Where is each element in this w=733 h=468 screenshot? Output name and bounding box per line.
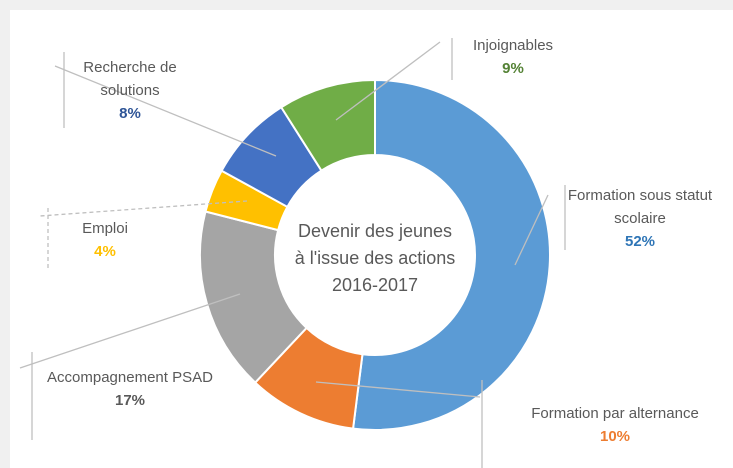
data-label: Injoignables 9% — [448, 34, 578, 80]
donut-slice — [351, 78, 552, 431]
category-label: Formation sous statut scolaire — [567, 187, 713, 227]
data-label: Emploi 4% — [55, 217, 155, 263]
value-label: 17% — [114, 392, 146, 409]
value-label: 8% — [119, 105, 141, 122]
data-label: Recherche de solutions 8% — [60, 56, 200, 125]
value-label: 10% — [599, 428, 631, 445]
category-label: Injoignables — [472, 37, 554, 54]
leader-lines — [19, 38, 566, 468]
category-label: Recherche de solutions — [83, 59, 177, 99]
center-text: Devenir des jeunes à l'issue des actions… — [275, 218, 475, 299]
center-line: Devenir des jeunes — [297, 221, 453, 241]
donut-slice — [279, 78, 376, 172]
center-line: 2016-2017 — [331, 275, 419, 295]
center-line: à l'issue des actions — [294, 248, 456, 268]
data-label: Accompagnement PSAD 17% — [45, 366, 215, 412]
data-label: Formation par alternance 10% — [505, 402, 725, 448]
category-label: Emploi — [82, 220, 128, 237]
value-label: 4% — [94, 243, 116, 260]
value-label: 9% — [502, 60, 524, 77]
category-label: Formation par alternance — [531, 405, 699, 422]
value-label: 52% — [624, 233, 656, 250]
data-label: Formation sous statut scolaire 52% — [565, 184, 715, 253]
category-label: Accompagnement PSAD — [47, 369, 213, 386]
